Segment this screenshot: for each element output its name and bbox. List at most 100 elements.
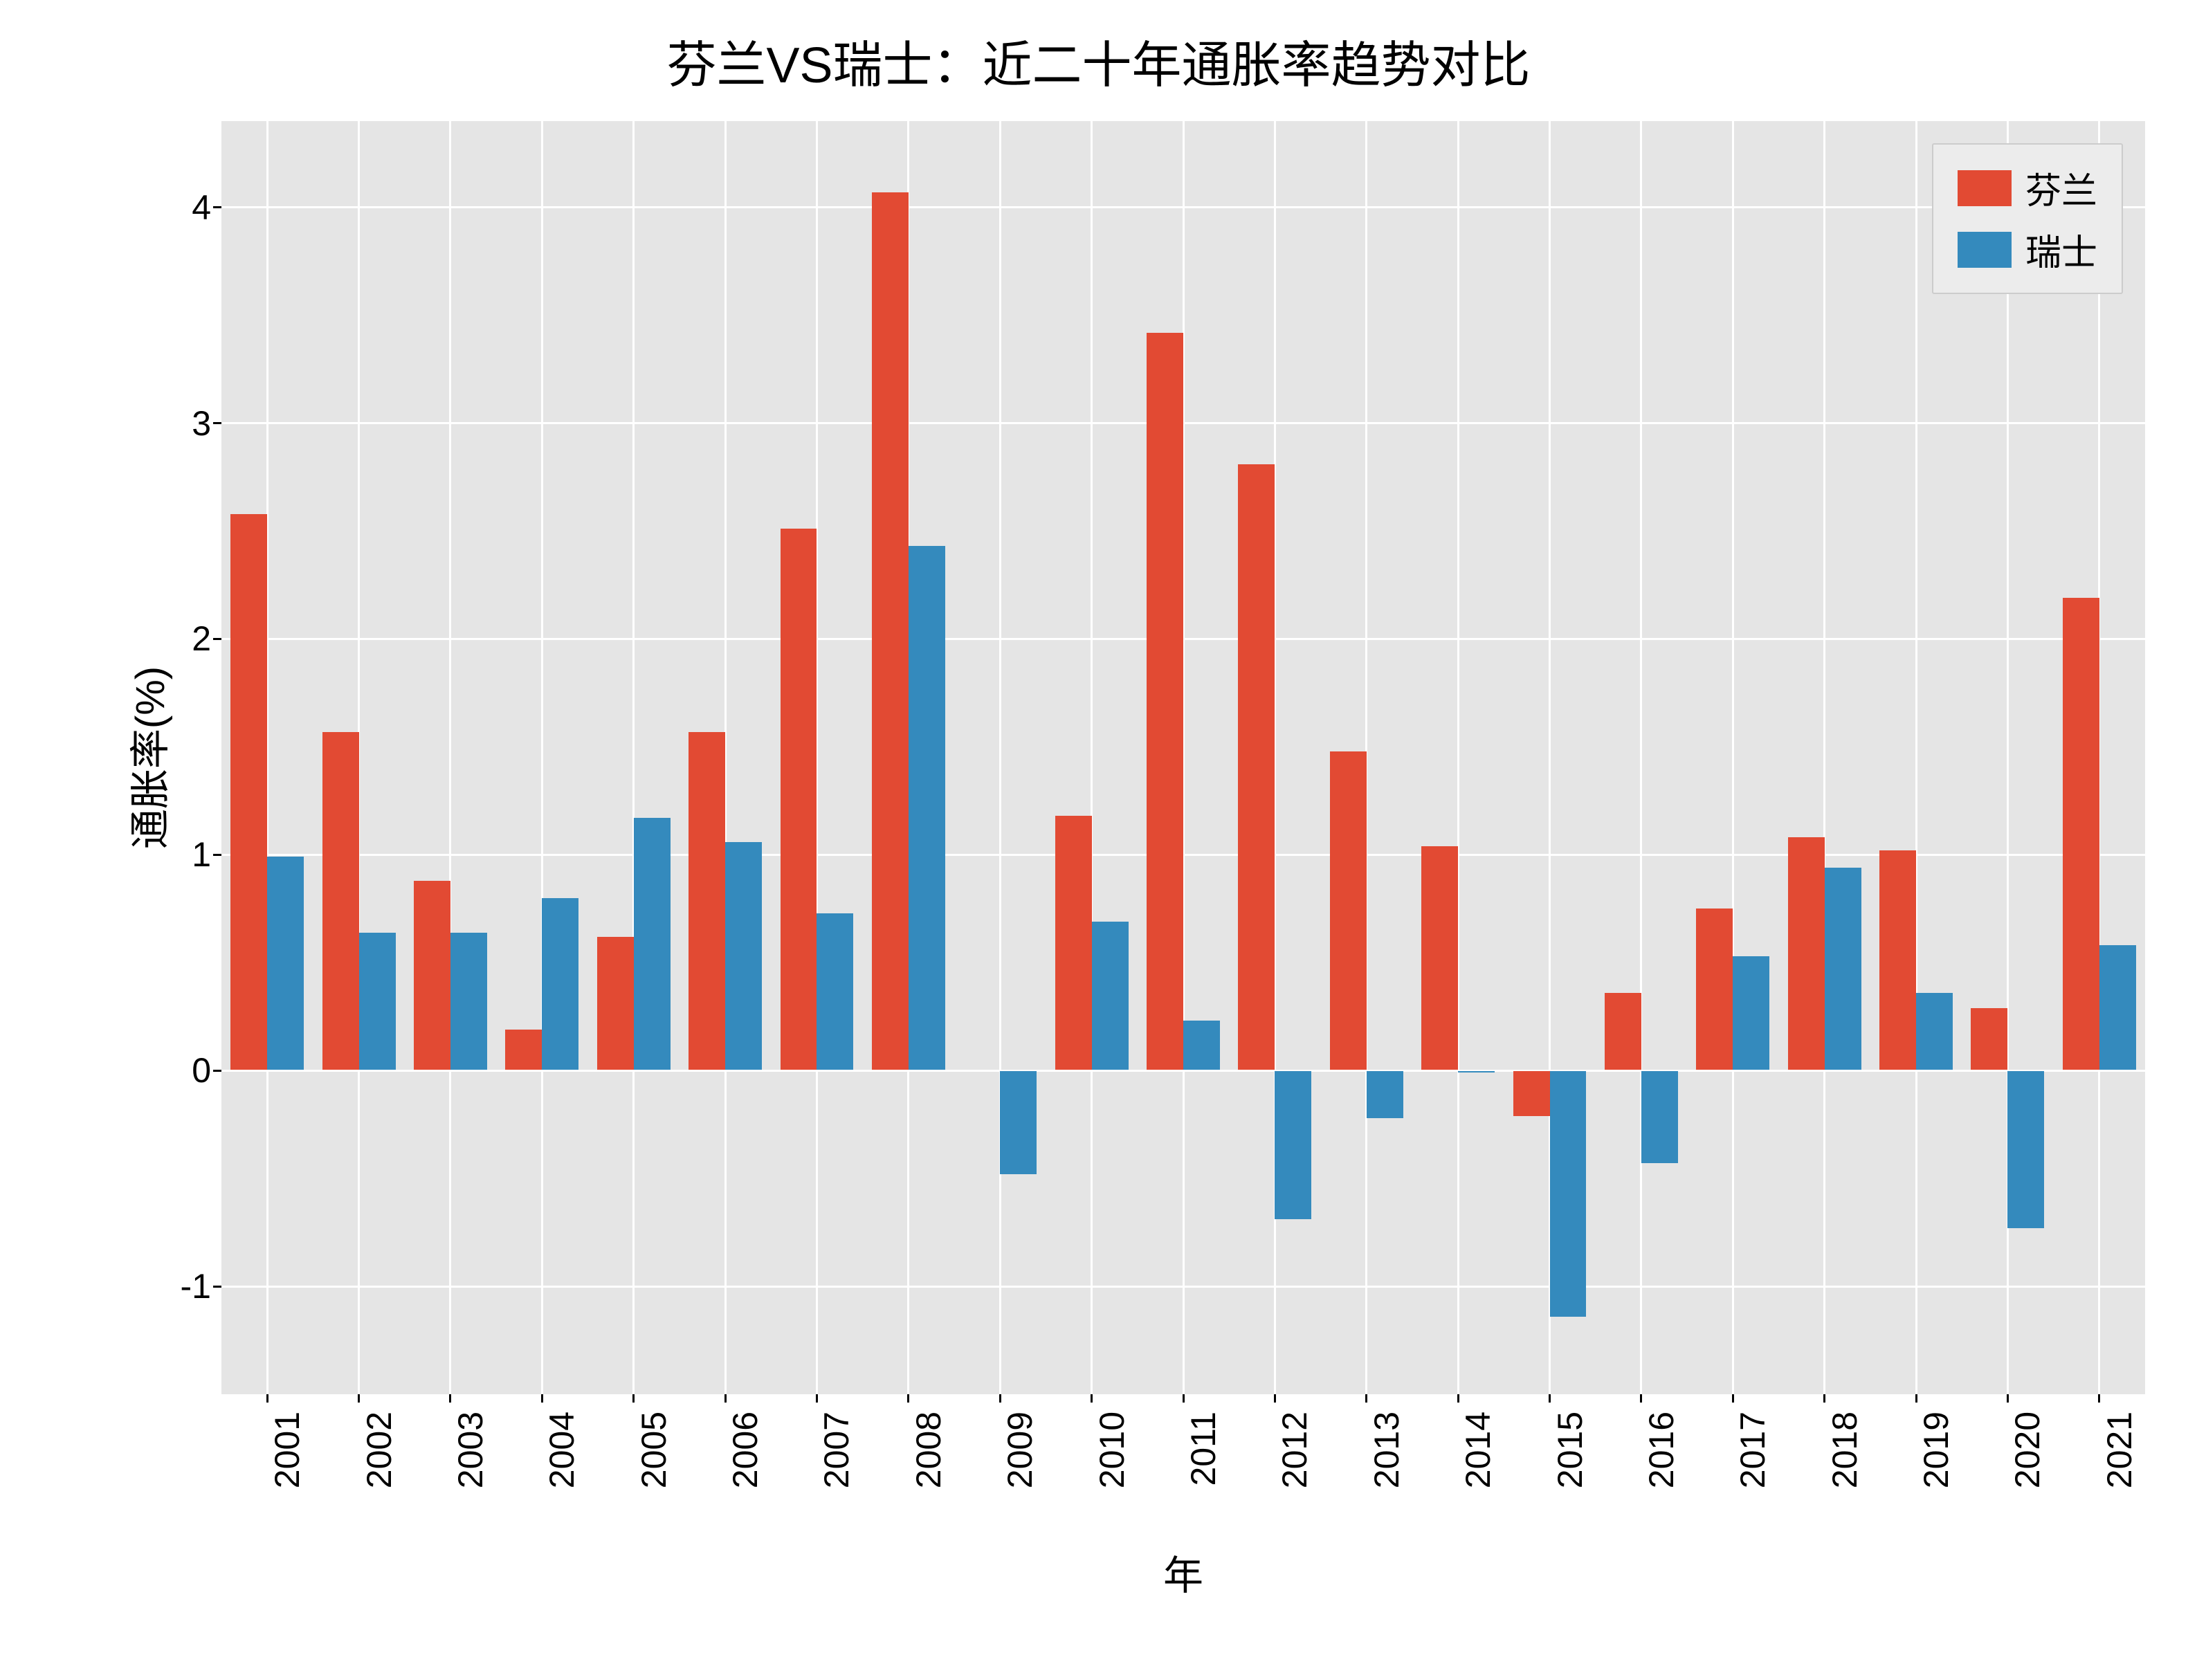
bar-switzerland	[2007, 1070, 2044, 1228]
bar-finland	[1513, 1070, 1550, 1115]
grid-line-vertical	[632, 121, 635, 1394]
bar-finland	[2063, 598, 2099, 1070]
x-tick-label: 2019	[1916, 1412, 1956, 1488]
grid-line-vertical	[1457, 121, 1459, 1394]
x-tick-mark	[1091, 1394, 1093, 1403]
legend-row: 瑞士	[1958, 223, 2097, 275]
x-tick-mark	[1915, 1394, 1917, 1403]
x-tick-mark	[541, 1394, 543, 1403]
bar-finland	[1238, 464, 1275, 1070]
x-tick-label: 2004	[542, 1412, 582, 1488]
y-tick-mark	[213, 638, 221, 640]
legend-swatch	[1958, 232, 2012, 268]
grid-line-vertical	[1915, 121, 1917, 1394]
y-tick-mark	[213, 206, 221, 208]
x-tick-label: 2009	[1000, 1412, 1040, 1488]
grid-line-vertical	[449, 121, 451, 1394]
bar-finland	[505, 1030, 542, 1070]
bar-switzerland	[359, 933, 396, 1071]
x-tick-label: 2018	[1825, 1412, 1865, 1488]
chart-title: 芬兰VS瑞士：近二十年通胀率趋势对比	[0, 24, 2197, 97]
y-tick-label: 4	[142, 188, 211, 228]
x-tick-label: 2005	[634, 1412, 674, 1488]
x-tick-mark	[816, 1394, 818, 1403]
x-tick-mark	[1274, 1394, 1276, 1403]
x-axis-label: 年	[221, 1543, 2145, 1601]
x-tick-label: 2015	[1550, 1412, 1590, 1488]
x-tick-mark	[632, 1394, 635, 1403]
x-tick-label: 2016	[1641, 1412, 1681, 1488]
bar-finland	[1605, 993, 1641, 1070]
bar-switzerland	[1916, 993, 1953, 1070]
x-tick-label: 2003	[450, 1412, 491, 1488]
grid-line-vertical	[999, 121, 1001, 1394]
x-tick-label: 2011	[1183, 1412, 1223, 1486]
x-tick-label: 2007	[817, 1412, 857, 1488]
bar-finland	[1971, 1008, 2007, 1070]
grid-line-vertical	[1732, 121, 1734, 1394]
y-tick-mark	[213, 1070, 221, 1072]
bar-finland	[689, 732, 725, 1071]
x-tick-label: 2021	[2099, 1412, 2140, 1488]
bar-finland	[781, 529, 817, 1070]
bar-switzerland	[1641, 1070, 1678, 1163]
y-axis-label: 通胀率(%)	[118, 666, 176, 849]
bar-finland	[414, 881, 450, 1070]
legend-label: 瑞士	[2025, 223, 2097, 275]
x-tick-mark	[1732, 1394, 1734, 1403]
x-tick-mark	[449, 1394, 451, 1403]
bar-switzerland	[2099, 945, 2136, 1070]
bar-switzerland	[1733, 956, 1769, 1070]
y-tick-mark	[213, 1286, 221, 1288]
x-tick-mark	[2007, 1394, 2009, 1403]
x-tick-label: 2013	[1367, 1412, 1407, 1488]
x-tick-label: 2014	[1458, 1412, 1498, 1488]
bar-finland	[230, 514, 267, 1071]
bar-switzerland	[817, 913, 853, 1071]
bar-finland	[1147, 333, 1183, 1071]
bar-switzerland	[1000, 1070, 1037, 1174]
y-tick-label: -1	[142, 1266, 211, 1306]
bar-switzerland	[1550, 1070, 1587, 1317]
legend: 芬兰瑞士	[1932, 143, 2123, 294]
x-tick-mark	[724, 1394, 727, 1403]
y-tick-label: 3	[142, 403, 211, 444]
bar-finland	[1055, 816, 1092, 1070]
x-tick-mark	[1183, 1394, 1185, 1403]
plot-area: 芬兰瑞士	[221, 121, 2145, 1394]
x-tick-mark	[907, 1394, 909, 1403]
bar-finland	[872, 192, 909, 1070]
bar-switzerland	[634, 818, 671, 1070]
x-tick-mark	[266, 1394, 268, 1403]
x-tick-mark	[1365, 1394, 1367, 1403]
bar-switzerland	[1092, 922, 1129, 1070]
x-tick-label: 2017	[1733, 1412, 1773, 1488]
bar-finland	[1330, 751, 1367, 1071]
bar-switzerland	[909, 546, 945, 1070]
legend-swatch	[1958, 170, 2012, 206]
grid-line-vertical	[1823, 121, 1825, 1394]
bar-switzerland	[267, 857, 304, 1070]
x-tick-label: 2010	[1092, 1412, 1132, 1488]
x-tick-mark	[1640, 1394, 1642, 1403]
grid-line-vertical	[1640, 121, 1642, 1394]
bar-switzerland	[1275, 1070, 1311, 1219]
x-tick-label: 2008	[909, 1412, 949, 1488]
grid-line-vertical	[1091, 121, 1093, 1394]
bar-finland	[1879, 850, 1916, 1070]
bar-finland	[1421, 846, 1458, 1070]
bar-switzerland	[1183, 1021, 1220, 1070]
legend-row: 芬兰	[1958, 162, 2097, 214]
y-tick-mark	[213, 854, 221, 856]
y-tick-mark	[213, 422, 221, 424]
x-tick-label: 2001	[267, 1412, 307, 1488]
x-tick-label: 2006	[725, 1412, 765, 1488]
bar-switzerland	[725, 842, 762, 1071]
x-tick-label: 2020	[2007, 1412, 2048, 1488]
bar-switzerland	[450, 933, 487, 1071]
zero-baseline	[221, 1070, 2145, 1071]
x-tick-label: 2002	[359, 1412, 399, 1488]
bar-switzerland	[542, 898, 578, 1070]
x-tick-mark	[2098, 1394, 2100, 1403]
bar-switzerland	[1825, 868, 1861, 1070]
